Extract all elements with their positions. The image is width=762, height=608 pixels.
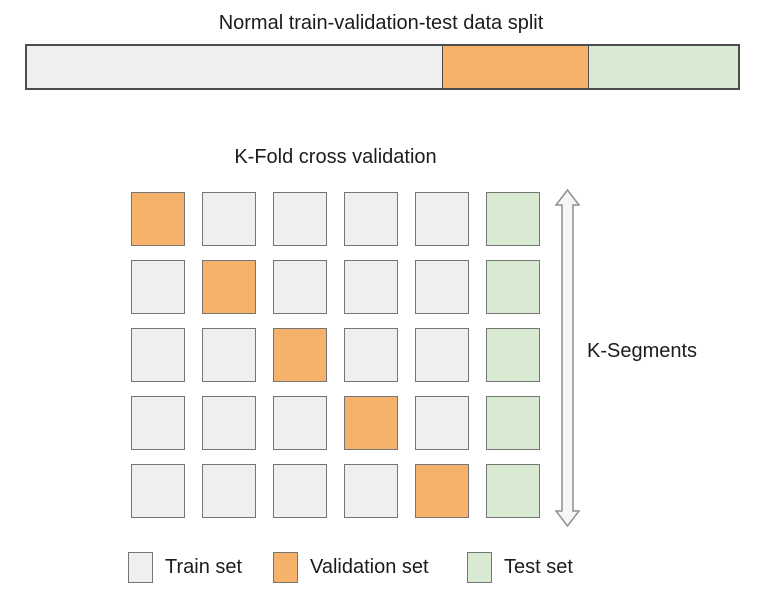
kfold-grid <box>131 192 540 518</box>
grid-cell <box>344 260 398 314</box>
bar-segment-validation <box>441 46 589 88</box>
grid-cell <box>486 396 540 450</box>
legend-item-train: Train set <box>128 552 242 583</box>
normal-split-title: Normal train-validation-test data split <box>218 12 544 34</box>
grid-cell <box>202 396 256 450</box>
grid-cell <box>344 328 398 382</box>
grid-cell <box>344 192 398 246</box>
bar-segment-train <box>27 46 442 88</box>
grid-cell <box>415 464 469 518</box>
grid-cell <box>273 396 327 450</box>
grid-cell <box>344 396 398 450</box>
grid-cell <box>415 396 469 450</box>
grid-cell <box>202 192 256 246</box>
kfold-title: K-Fold cross validation <box>234 146 437 168</box>
grid-cell <box>344 464 398 518</box>
validation-swatch <box>273 552 298 583</box>
double-arrow-icon <box>555 189 580 527</box>
legend-item-validation: Validation set <box>273 552 429 583</box>
grid-cell <box>273 260 327 314</box>
grid-cell <box>486 328 540 382</box>
grid-cell <box>202 328 256 382</box>
test-swatch <box>467 552 492 583</box>
grid-cell <box>486 464 540 518</box>
grid-cell <box>415 192 469 246</box>
train-swatch <box>128 552 153 583</box>
grid-cell <box>415 260 469 314</box>
grid-cell <box>273 464 327 518</box>
grid-cell <box>202 260 256 314</box>
grid-cell <box>273 328 327 382</box>
grid-cell <box>131 192 185 246</box>
legend-item-test: Test set <box>467 552 573 583</box>
bar-segment-test <box>588 46 738 88</box>
grid-cell <box>202 464 256 518</box>
grid-cell <box>486 192 540 246</box>
grid-cell <box>131 396 185 450</box>
grid-cell <box>486 260 540 314</box>
data-split-bar <box>25 44 740 90</box>
grid-cell <box>131 464 185 518</box>
grid-cell <box>131 260 185 314</box>
legend-label: Validation set <box>310 556 429 578</box>
legend-label: Test set <box>504 556 573 578</box>
grid-cell <box>273 192 327 246</box>
k-segments-label: K-Segments <box>587 340 698 362</box>
legend-label: Train set <box>165 556 243 578</box>
grid-cell <box>415 328 469 382</box>
grid-cell <box>131 328 185 382</box>
